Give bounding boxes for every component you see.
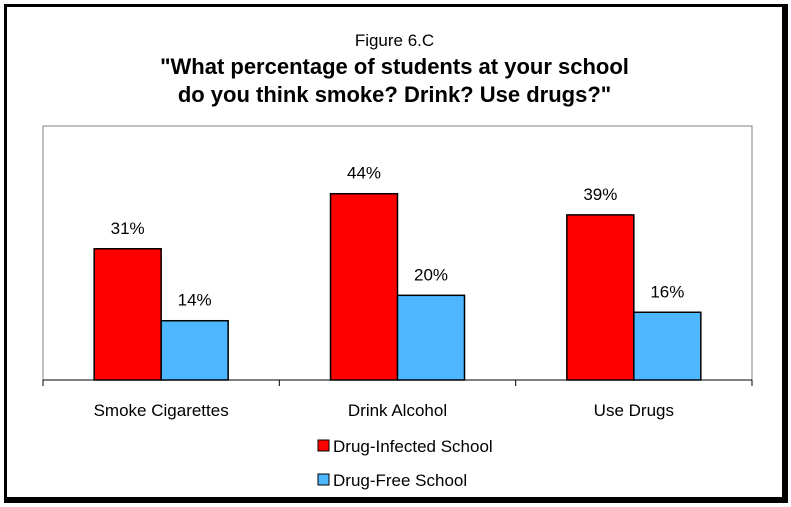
bar-2 [160,319,229,381]
legend-label-1: Drug-Infected School [333,437,493,456]
x-tick-label: Use Drugs [594,401,674,420]
bar-2 [633,311,702,381]
chart-title-line-2: do you think smoke? Drink? Use drugs?" [177,82,612,107]
data-label: 44% [347,164,381,183]
bar-1 [93,248,162,381]
chart-title-line-1: "What percentage of students at your sch… [160,54,629,79]
bar-1 [329,192,399,381]
data-label: 16% [650,282,684,301]
data-label: 20% [414,265,448,284]
legend-swatch-2 [317,473,330,486]
x-tick-label: Smoke Cigarettes [94,401,229,420]
legend-swatch-1 [317,439,330,452]
bar-2 [396,294,466,381]
data-label: 31% [111,219,145,238]
data-label: 14% [178,291,212,310]
bar-1 [566,214,635,381]
data-label: 39% [583,185,617,204]
x-tick-label: Drink Alcohol [348,401,447,420]
chart-title: "What percentage of students at your sch… [7,53,782,109]
figure-label: Figure 6.C [354,31,435,50]
legend-label-2: Drug-Free School [333,471,467,490]
